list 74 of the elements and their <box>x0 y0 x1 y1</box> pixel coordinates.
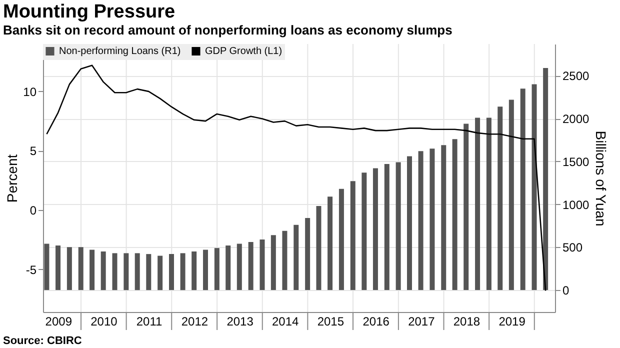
y-tick-label: 5 <box>30 144 37 158</box>
bar <box>124 253 129 290</box>
x-tick-label: 2012 <box>181 314 208 328</box>
bar <box>406 156 412 290</box>
bar <box>316 206 322 290</box>
x-tick-label: 2016 <box>362 314 390 328</box>
bar <box>305 218 310 290</box>
x-tick-label: 2017 <box>408 314 436 328</box>
bar <box>350 181 356 290</box>
bar <box>44 244 50 290</box>
bar <box>90 250 95 290</box>
bar <box>146 254 152 290</box>
bar <box>192 251 197 290</box>
bar <box>134 253 140 290</box>
bar <box>452 139 458 290</box>
bar <box>384 164 390 290</box>
y2-tick-label: 2000 <box>562 112 590 126</box>
bar <box>543 68 548 290</box>
bar <box>532 84 537 290</box>
y2-tick-label: 1000 <box>562 198 590 212</box>
bar <box>396 162 401 290</box>
bar <box>270 235 276 290</box>
x-tick-label: 2013 <box>226 314 254 328</box>
bar <box>294 224 299 290</box>
x-tick-label: 2018 <box>453 314 480 328</box>
chart-title: Mounting Pressure <box>3 2 176 22</box>
bar <box>248 242 254 290</box>
y2-tick-label: 1500 <box>562 154 590 169</box>
bar <box>441 145 446 290</box>
bar <box>430 148 435 290</box>
x-tick-label: 2014 <box>272 314 300 328</box>
bar <box>508 100 514 290</box>
y2-axis-title: Billions of Yuan <box>593 130 610 226</box>
bar <box>158 256 163 290</box>
source-note: Source: CBIRC <box>3 335 82 347</box>
y2-tick-label: 2500 <box>562 69 590 84</box>
bar <box>520 88 526 290</box>
y2-tick-label: 500 <box>562 240 583 255</box>
bar <box>486 118 492 290</box>
bar <box>498 106 503 290</box>
bar <box>338 188 344 290</box>
x-tick-label: 2015 <box>317 314 344 328</box>
bar <box>78 247 84 290</box>
bar <box>56 245 61 290</box>
y-tick-label: 10 <box>23 84 37 99</box>
x-tick-label: 2011 <box>136 314 162 328</box>
y-axis-title: Percent <box>4 154 20 203</box>
x-tick-label: 2010 <box>90 314 118 328</box>
bar <box>236 244 242 290</box>
bar <box>464 124 469 290</box>
bar <box>100 251 106 290</box>
x-tick-label: 2019 <box>498 314 526 328</box>
x-tick-label: 2009 <box>45 314 72 328</box>
bar <box>226 245 231 290</box>
bar <box>112 253 118 290</box>
y-tick-label: 0 <box>30 204 37 218</box>
bar <box>372 168 378 290</box>
bar <box>168 254 174 290</box>
y-tick-label: -5 <box>26 262 37 277</box>
bar <box>475 118 480 290</box>
y2-tick-label: 0 <box>562 284 570 298</box>
legend-label: GDP Growth (L1) <box>205 46 282 58</box>
bar <box>214 248 220 290</box>
bar <box>66 247 72 290</box>
bar <box>282 230 288 290</box>
bar <box>362 172 367 290</box>
bar <box>328 196 333 290</box>
bar <box>418 151 424 290</box>
chart-subtitle: Banks sit on record amount of nonperforming loans as economy slumps <box>3 22 452 38</box>
legend-label: Non-performing Loans (R1) <box>59 46 181 58</box>
bar <box>180 253 186 290</box>
bar <box>260 239 265 290</box>
bar <box>203 250 208 290</box>
line-series <box>46 64 546 292</box>
